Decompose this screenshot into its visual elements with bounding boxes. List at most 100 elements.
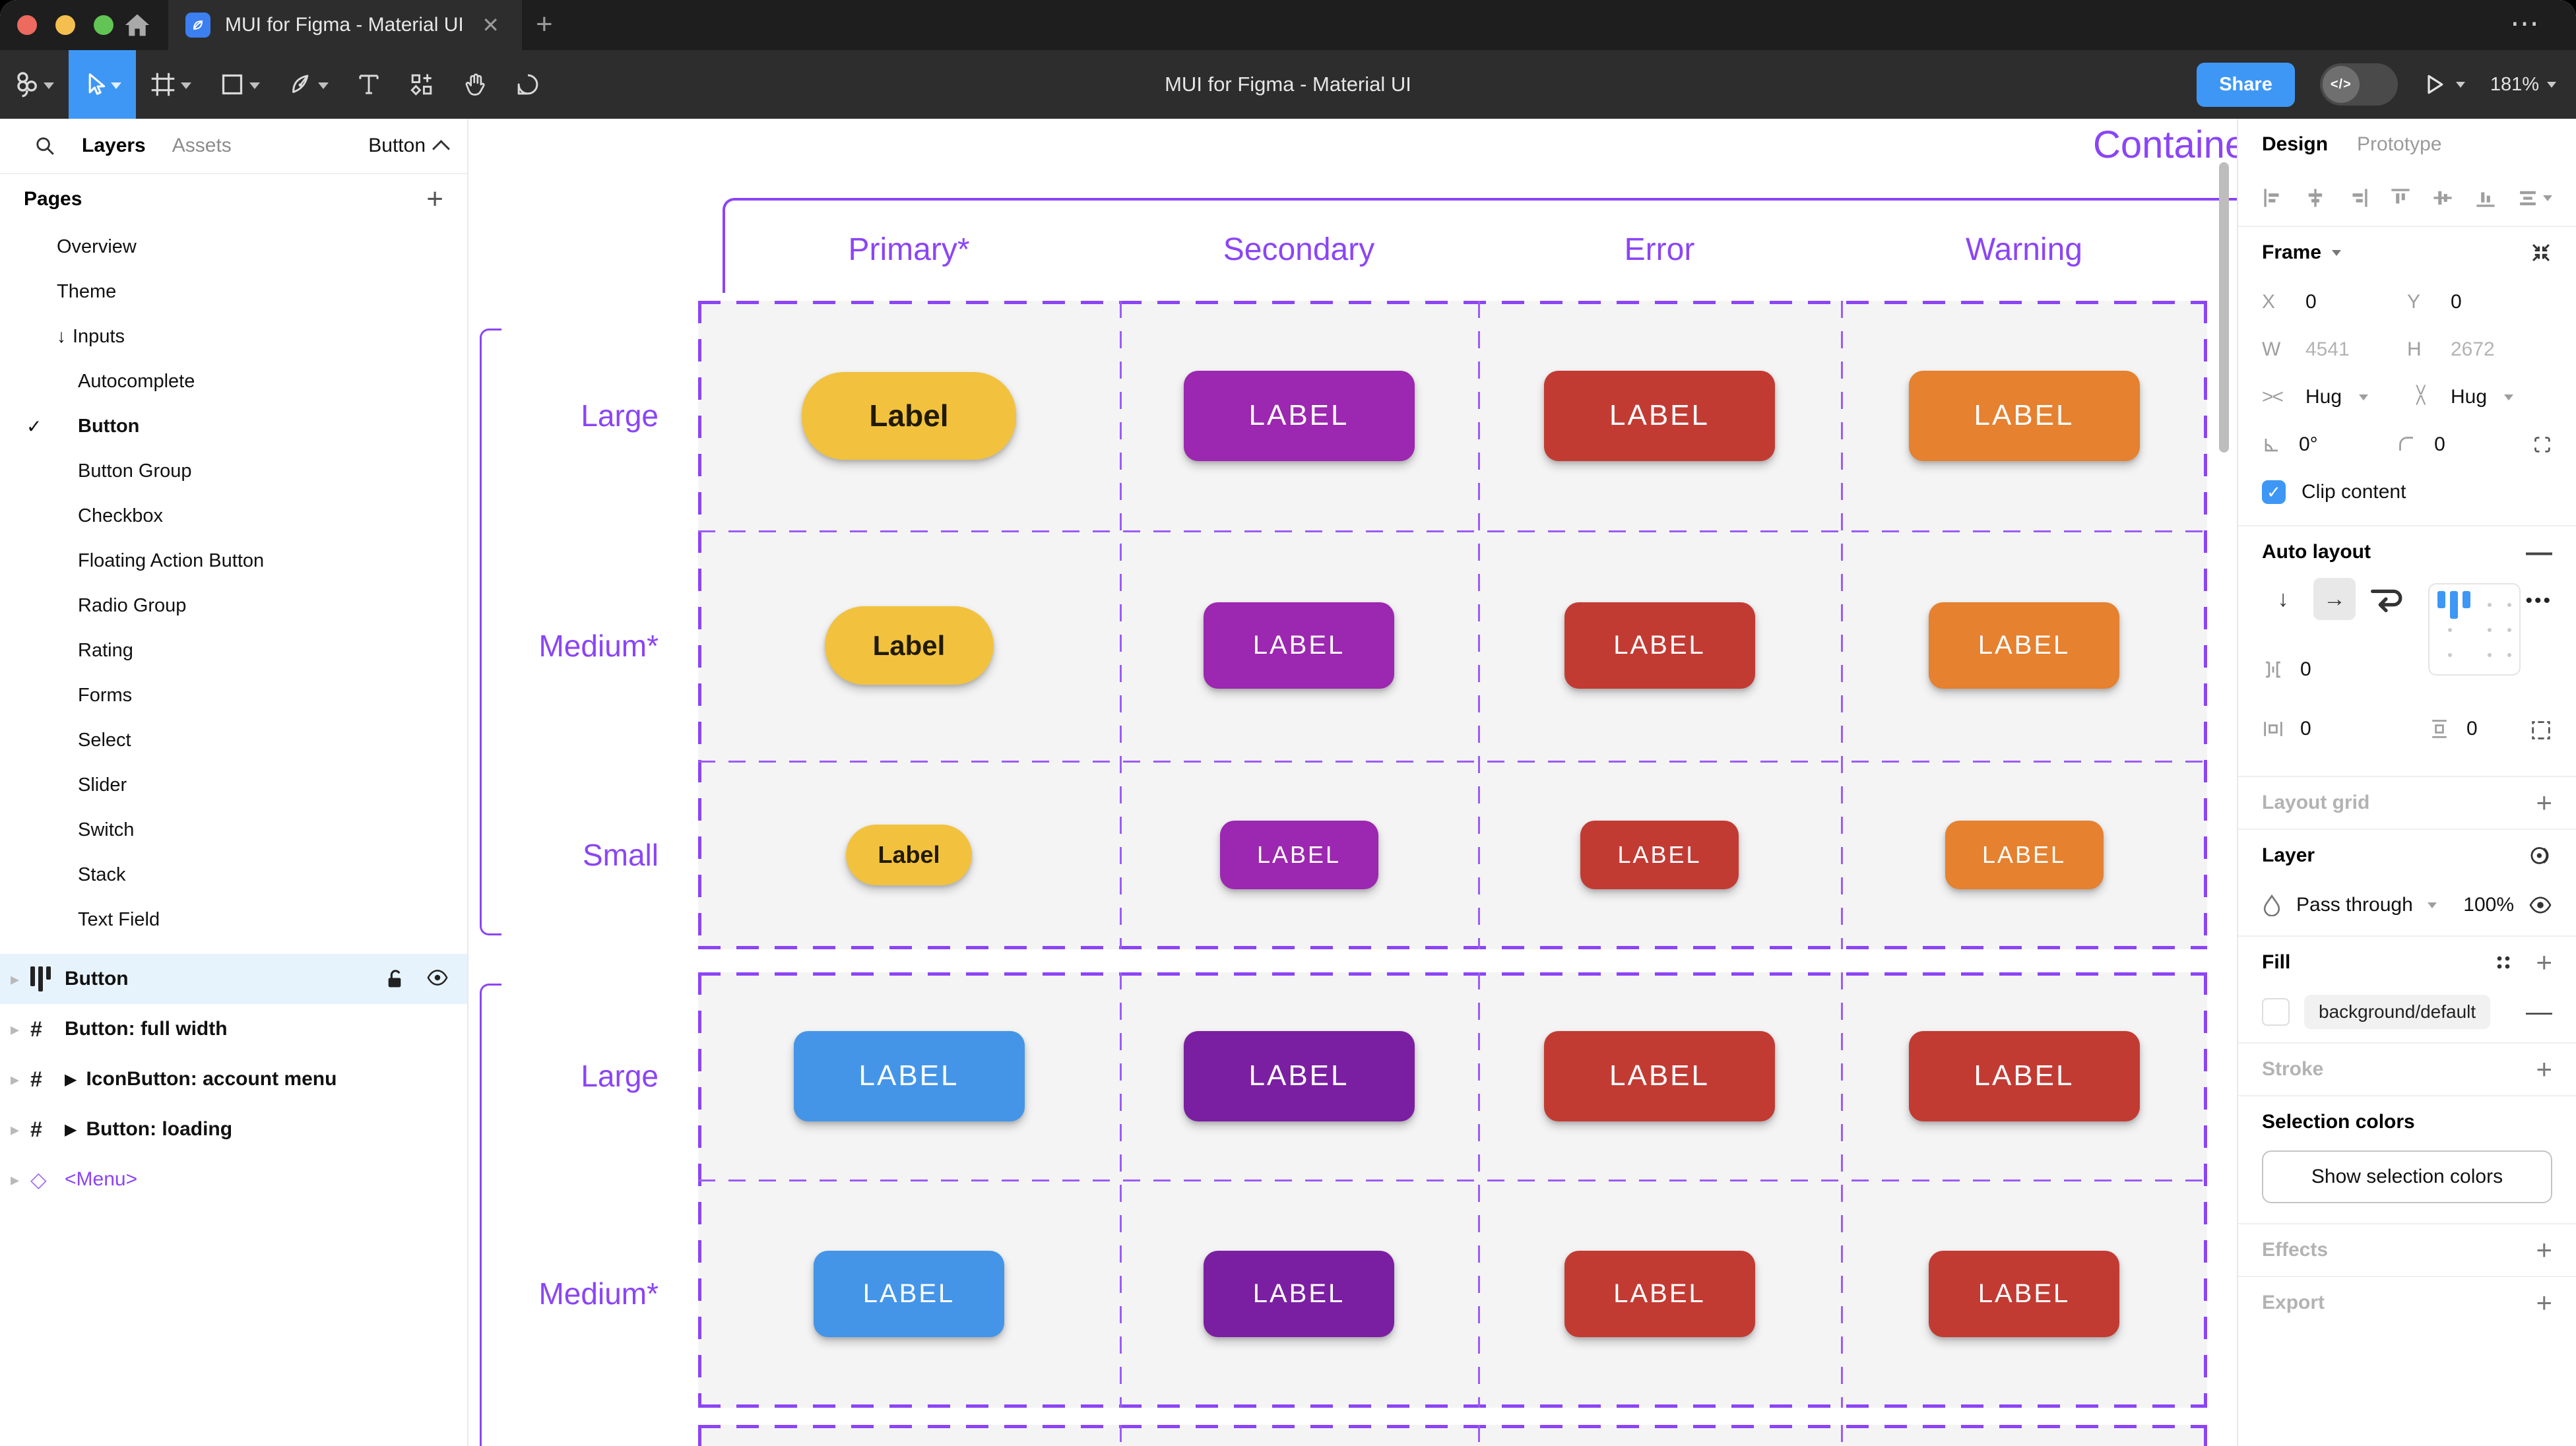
expand-chevron-icon[interactable]: ▸ — [11, 1169, 20, 1189]
clip-content-row[interactable]: ✓ Clip content — [2262, 468, 2552, 516]
sidebar-page-floating-action-button[interactable]: Floating Action Button — [0, 538, 467, 583]
gap-field[interactable]: 0 — [2262, 658, 2311, 681]
zoom-window-button[interactable] — [94, 15, 113, 35]
canvas[interactable]: Contained — [468, 119, 2237, 1446]
mui-button-primary-medium[interactable]: LABEL — [814, 1250, 1004, 1337]
sidebar-page-overview[interactable]: Overview — [0, 224, 467, 269]
remove-auto-layout-button[interactable]: — — [2526, 537, 2552, 567]
mui-button-primary-medium[interactable]: Label — [824, 606, 994, 685]
text-tool-button[interactable] — [343, 50, 395, 119]
sidebar-page-select[interactable]: Select — [0, 718, 467, 763]
move-tool-button[interactable] — [69, 50, 136, 119]
layer-row-iconbutton-account-menu[interactable]: ▸ # ▶ IconButton: account menu — [0, 1054, 467, 1104]
mui-button-warning-small[interactable]: LABEL — [1945, 821, 2104, 889]
mui-button-secondary-large[interactable]: LABEL — [1183, 370, 1415, 461]
mui-button-secondary-medium[interactable]: LABEL — [1204, 602, 1394, 689]
rotation-field[interactable]: 0° — [2262, 433, 2397, 456]
frame-tool-button[interactable] — [136, 50, 206, 119]
sidebar-page-radio-group[interactable]: Radio Group — [0, 583, 467, 628]
add-export-button[interactable]: + — [2536, 1287, 2552, 1318]
tab-prototype[interactable]: Prototype — [2357, 133, 2442, 155]
distribute-menu[interactable] — [2517, 187, 2552, 209]
dev-mode-toggle[interactable]: </> — [2319, 63, 2398, 106]
page-selector[interactable]: Button — [368, 135, 450, 158]
comment-tool-button[interactable] — [501, 50, 554, 119]
pen-tool-button[interactable] — [274, 50, 343, 119]
tab-assets[interactable]: Assets — [172, 135, 232, 156]
height-field[interactable]: H 2672 — [2407, 338, 2552, 361]
width-field[interactable]: W 4541 — [2262, 338, 2407, 361]
horizontal-padding-field[interactable]: 0 — [2262, 718, 2311, 740]
independent-corners-icon[interactable] — [2532, 434, 2552, 455]
minimize-window-button[interactable] — [55, 15, 75, 35]
sidebar-page-button-group[interactable]: Button Group — [0, 449, 467, 493]
add-effect-button[interactable]: + — [2536, 1234, 2552, 1265]
layer-row--menu-[interactable]: ▸ ◇ <Menu> — [0, 1154, 467, 1205]
mui-button-primary-small[interactable]: Label — [846, 825, 972, 885]
mui-button-secondary-medium[interactable]: LABEL — [1204, 1250, 1394, 1337]
visible-eye-icon[interactable] — [426, 968, 449, 987]
auto-layout-wrap-button[interactable] — [2365, 578, 2407, 620]
mui-button-warning-large[interactable]: LABEL — [1908, 370, 2140, 461]
fill-style-chip[interactable]: background/default — [2304, 995, 2491, 1029]
align-v-center-icon[interactable] — [2431, 187, 2454, 209]
sidebar-page-forms[interactable]: Forms — [0, 673, 467, 718]
remove-fill-button[interactable]: — — [2526, 997, 2552, 1026]
layer-opacity-value[interactable]: 100% — [2463, 894, 2514, 916]
x-position-field[interactable]: X 0 — [2262, 291, 2407, 313]
mui-button-warning-medium[interactable]: LABEL — [1929, 602, 2119, 689]
sidebar-page-text-field[interactable]: Text Field — [0, 897, 467, 942]
tab-design[interactable]: Design — [2262, 133, 2329, 155]
mui-button-error-medium[interactable]: LABEL — [1564, 602, 1755, 689]
canvas-scrollbar[interactable] — [2219, 162, 2229, 453]
mui-button-secondary-small[interactable]: LABEL — [1219, 821, 1378, 889]
sidebar-page-rating[interactable]: Rating — [0, 628, 467, 673]
sidebar-page-theme[interactable]: Theme — [0, 269, 467, 314]
align-top-icon[interactable] — [2389, 187, 2412, 209]
expand-chevron-icon[interactable]: ▸ — [11, 1069, 20, 1089]
close-tab-icon[interactable]: ✕ — [482, 13, 499, 37]
search-icon[interactable] — [34, 135, 55, 156]
blend-mode-value[interactable]: Pass through — [2296, 894, 2413, 916]
new-tab-icon[interactable]: + — [536, 8, 553, 40]
mui-button-primary-large[interactable]: Label — [802, 371, 1016, 460]
sidebar-page-inputs[interactable]: ↓ Inputs — [0, 314, 467, 359]
align-bottom-icon[interactable] — [2474, 187, 2497, 209]
mui-button-secondary-large[interactable]: LABEL — [1183, 1030, 1415, 1121]
mui-button-error-large[interactable]: LABEL — [1544, 370, 1775, 461]
file-tab[interactable]: MUI for Figma - Material UI ✕ — [168, 0, 522, 50]
y-position-field[interactable]: Y 0 — [2407, 291, 2552, 313]
blend-mode-icon[interactable] — [2528, 844, 2552, 867]
layer-row-button-full-width[interactable]: ▸ # Button: full width — [0, 1004, 467, 1054]
zoom-menu[interactable]: 181% — [2490, 74, 2556, 96]
mui-button-error-large[interactable]: LABEL — [1544, 1030, 1775, 1121]
expand-chevron-icon[interactable]: ▸ — [11, 968, 20, 989]
show-selection-colors-button[interactable]: Show selection colors — [2262, 1150, 2552, 1203]
sidebar-page-autocomplete[interactable]: Autocomplete — [0, 359, 467, 404]
auto-layout-alignment-grid[interactable] — [2428, 583, 2521, 676]
corner-radius-field[interactable]: 0 — [2397, 433, 2532, 456]
collapse-frame-icon[interactable] — [2530, 241, 2552, 264]
fill-color-swatch[interactable] — [2262, 998, 2290, 1026]
tab-layers[interactable]: Layers — [82, 135, 146, 156]
hand-tool-button[interactable] — [449, 50, 501, 119]
mui-button-warning-medium[interactable]: LABEL — [1929, 1250, 2119, 1337]
add-page-button[interactable]: + — [426, 183, 443, 215]
align-h-center-icon[interactable] — [2304, 187, 2327, 209]
unlock-icon[interactable] — [385, 968, 404, 990]
auto-layout-vertical-button[interactable]: ↓ — [2277, 586, 2289, 612]
align-left-icon[interactable] — [2262, 187, 2284, 209]
shape-tool-button[interactable] — [206, 50, 274, 119]
mui-button-error-medium[interactable]: LABEL — [1564, 1250, 1755, 1337]
sidebar-page-button[interactable]: ✓ Button — [0, 404, 467, 449]
add-stroke-button[interactable]: + — [2536, 1053, 2552, 1084]
frame-title[interactable]: Contained — [2093, 123, 2237, 166]
sidebar-page-stack[interactable]: Stack — [0, 852, 467, 897]
layer-visibility-eye-icon[interactable] — [2528, 895, 2552, 915]
expand-chevron-icon[interactable]: ▸ — [11, 1119, 20, 1139]
expand-chevron-icon[interactable]: ▸ — [11, 1019, 20, 1039]
auto-layout-horizontal-button[interactable]: → — [2313, 578, 2356, 620]
window-more-icon[interactable]: ⋯ — [2510, 7, 2542, 40]
individual-padding-icon[interactable] — [2530, 719, 2552, 741]
mui-button-primary-large[interactable]: LABEL — [793, 1030, 1025, 1121]
